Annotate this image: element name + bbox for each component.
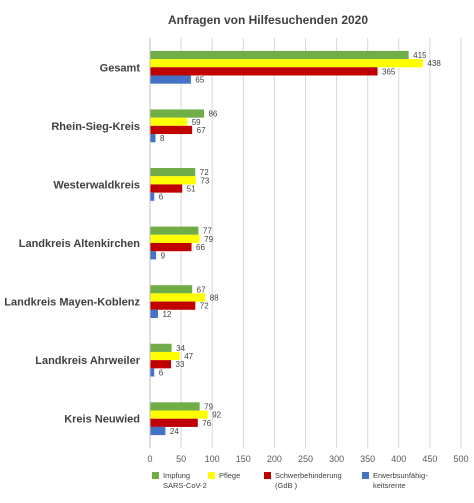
legend-label: Impfung <box>163 471 190 480</box>
data-label: 24 <box>170 427 179 436</box>
legend-swatch <box>362 472 369 479</box>
bar <box>150 67 378 76</box>
x-tick-label: 250 <box>298 454 313 464</box>
grid <box>149 38 462 448</box>
legend-label: Erwerbsunfähig- <box>373 471 428 480</box>
bar <box>150 226 199 235</box>
category-label: Landkreis Altenkirchen <box>19 238 141 250</box>
bar <box>150 410 208 419</box>
bars <box>150 50 423 436</box>
data-label: 88 <box>210 293 219 302</box>
bar <box>150 293 206 302</box>
bar <box>150 402 200 411</box>
x-tick-label: 100 <box>205 454 220 464</box>
data-label: 8 <box>160 134 165 143</box>
data-label: 6 <box>159 193 164 202</box>
category-label: Landkreis Mayen-Koblenz <box>4 297 140 309</box>
data-label: 51 <box>187 185 196 194</box>
category-labels: Gesamt Rhein-Sieg-Kreis Westerwaldkreis Lan… <box>4 62 140 425</box>
data-label: 66 <box>196 243 205 252</box>
legend-label: keitsrente <box>373 481 406 490</box>
bar <box>150 285 193 294</box>
data-label: 6 <box>159 368 164 377</box>
category-label: Gesamt <box>100 62 141 74</box>
bar <box>150 360 172 369</box>
x-tick-label: 300 <box>329 454 344 464</box>
bar <box>150 351 180 361</box>
bar <box>150 251 157 260</box>
x-tick-label: 0 <box>147 454 152 464</box>
legend-swatch <box>264 472 271 479</box>
bar <box>150 134 156 143</box>
data-label: 59 <box>192 118 201 127</box>
data-label: 415 <box>413 51 427 60</box>
bar <box>150 368 155 377</box>
legend-label: Schwerbehinderung <box>275 471 342 480</box>
bar <box>150 301 196 310</box>
data-label: 12 <box>162 310 171 319</box>
legend-label: Pflege <box>219 471 240 480</box>
bar <box>150 125 193 135</box>
data-label: 65 <box>195 76 204 85</box>
bar <box>150 176 196 185</box>
bar <box>150 75 191 84</box>
data-label: 73 <box>200 176 209 185</box>
data-label: 47 <box>184 352 193 361</box>
data-label: 67 <box>197 126 206 135</box>
data-label: 92 <box>212 411 221 420</box>
legend-swatch <box>152 472 159 479</box>
data-label: 79 <box>204 402 213 411</box>
data-label: 77 <box>203 227 212 236</box>
bar <box>150 192 155 201</box>
bar <box>150 426 166 436</box>
x-tick-label: 500 <box>453 454 468 464</box>
data-label: 438 <box>427 59 441 68</box>
data-label: 33 <box>176 360 185 369</box>
data-label: 72 <box>200 302 209 311</box>
bar <box>150 59 423 68</box>
chart-title: Anfragen von Hilfesuchenden 2020 <box>168 13 368 27</box>
category-label: Westerwaldkreis <box>53 179 140 191</box>
x-axis-ticks: 0 50 100 150 200 250 300 350 400 450 500 <box>147 454 468 464</box>
category-label: Rhein-Sieg-Kreis <box>51 121 140 133</box>
bar <box>150 309 158 318</box>
bar <box>150 184 183 193</box>
legend-label: (GdB ) <box>275 481 298 490</box>
legend-swatch <box>208 472 215 479</box>
x-tick-label: 450 <box>422 454 437 464</box>
bar <box>150 168 196 177</box>
x-tick-label: 350 <box>360 454 375 464</box>
data-label: 76 <box>202 419 211 428</box>
data-label: 86 <box>208 110 217 119</box>
data-label: 72 <box>200 168 209 177</box>
category-label: Landkreis Ahrweiler <box>35 355 140 367</box>
bar <box>150 117 188 126</box>
category-label: Kreis Neuwied <box>64 414 140 426</box>
data-label: 9 <box>161 251 166 260</box>
data-label: 365 <box>382 67 396 76</box>
bar <box>150 343 172 352</box>
data-label: 34 <box>176 344 185 353</box>
bar <box>150 234 200 243</box>
data-label: 79 <box>204 235 213 244</box>
x-tick-label: 400 <box>391 454 406 464</box>
x-tick-label: 50 <box>176 454 186 464</box>
data-labels: 4154383656586596787273516777966967887212… <box>159 51 442 436</box>
data-label: 67 <box>197 285 206 294</box>
bar <box>150 109 204 118</box>
bar <box>150 50 409 60</box>
bar <box>150 418 198 427</box>
bar <box>150 243 192 252</box>
legend-label: SARS-CoV-2 <box>163 481 207 490</box>
x-tick-label: 150 <box>236 454 251 464</box>
x-tick-label: 200 <box>267 454 282 464</box>
